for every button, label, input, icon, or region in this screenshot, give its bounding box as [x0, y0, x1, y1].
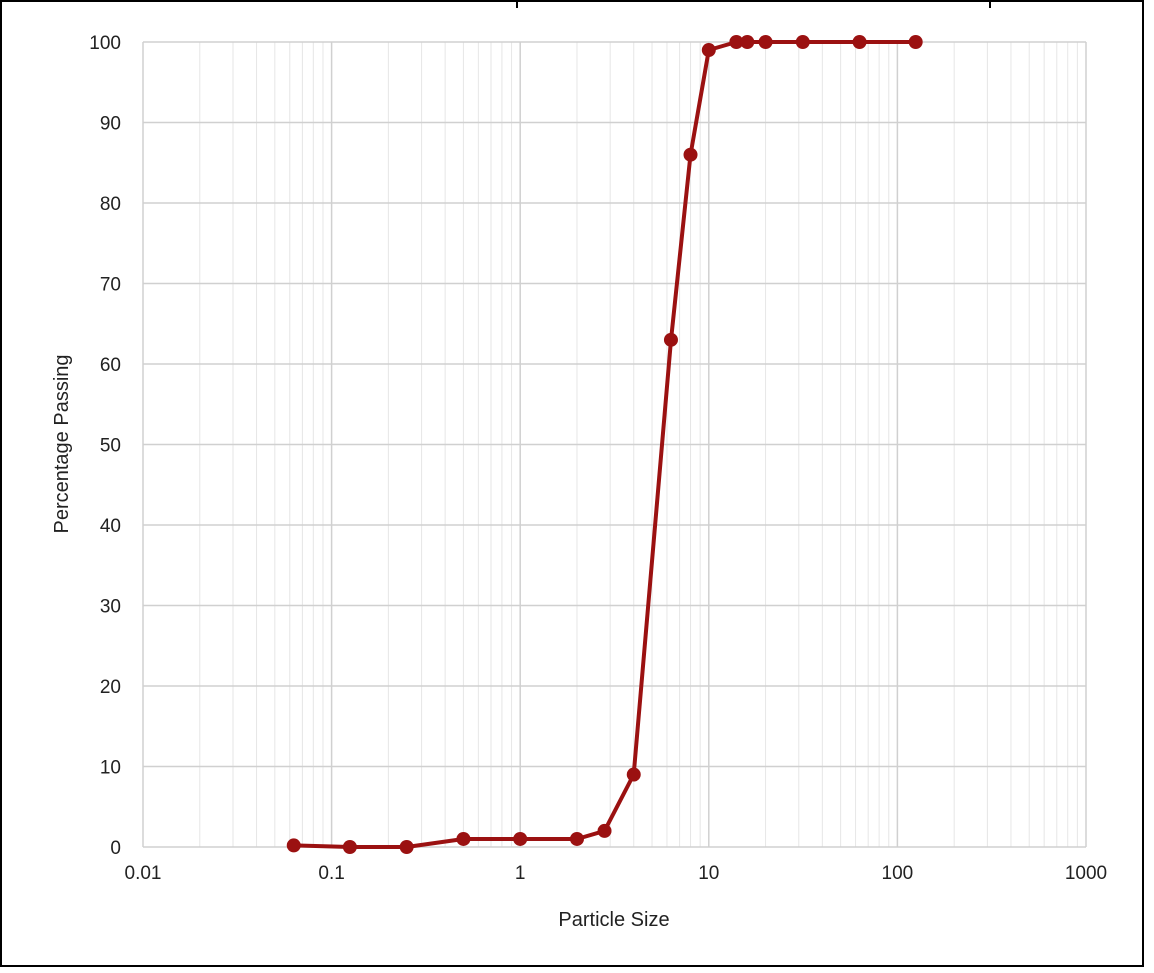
data-point — [456, 831, 471, 846]
x-tick-labels: 0.01 0.1 1 10 100 1000 — [125, 863, 1108, 884]
y-tick-label: 50 — [100, 436, 121, 457]
data-point — [626, 767, 641, 782]
data-point — [663, 332, 678, 347]
y-tick-label: 10 — [100, 758, 121, 779]
y-tick-label: 40 — [100, 516, 121, 537]
data-point — [342, 840, 357, 854]
data-point — [597, 823, 612, 838]
x-axis-label: Particle Size — [558, 909, 669, 931]
data-point — [513, 831, 528, 846]
x-tick-label: 0.01 — [125, 863, 162, 884]
x-tick-label: 10 — [698, 863, 719, 884]
data-point — [740, 35, 755, 49]
y-tick-label: 90 — [100, 114, 121, 135]
x-tick-label: 100 — [882, 863, 914, 884]
major-gridlines — [142, 41, 1087, 848]
x-tick-label: 1 — [515, 863, 526, 884]
series-layer — [286, 35, 923, 854]
data-point — [683, 147, 698, 162]
y-tick-label: 20 — [100, 677, 121, 698]
x-tick-label: 1000 — [1065, 863, 1107, 884]
y-tick-label: 0 — [110, 838, 121, 859]
y-tick-label: 80 — [100, 194, 121, 215]
data-point — [852, 35, 867, 49]
y-tick-label: 70 — [100, 275, 121, 296]
y-tick-label: 30 — [100, 597, 121, 618]
y-tick-labels: 0 10 20 30 40 50 60 70 80 90 100 — [89, 33, 121, 859]
data-point — [795, 35, 810, 49]
data-point — [569, 831, 584, 846]
y-axis-label: Percentage Passing — [51, 354, 73, 533]
data-point — [701, 43, 716, 58]
data-point — [729, 35, 744, 49]
data-point — [399, 840, 414, 854]
x-tick-label: 0.1 — [318, 863, 344, 884]
y-tick-label: 100 — [89, 33, 121, 54]
data-point — [758, 35, 773, 49]
data-point — [908, 35, 923, 49]
data-point — [286, 838, 301, 853]
y-tick-label: 60 — [100, 355, 121, 376]
